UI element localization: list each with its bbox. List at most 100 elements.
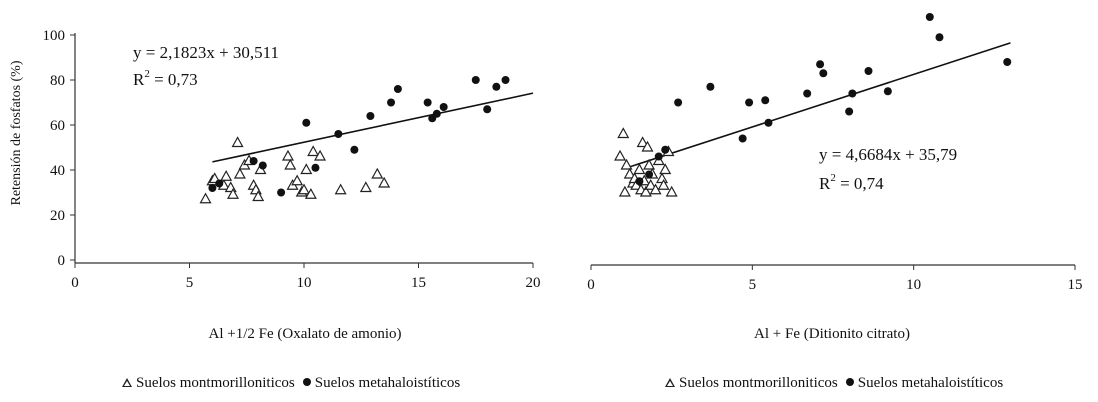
point-metahaloistiticos bbox=[738, 134, 747, 143]
point-metahaloistiticos bbox=[761, 96, 770, 105]
point-montmorilloniticos bbox=[655, 172, 669, 184]
point-metahaloistiticos bbox=[848, 89, 857, 98]
point-metahaloistiticos bbox=[845, 107, 854, 116]
point-metahaloistiticos bbox=[864, 67, 873, 75]
point-metahaloistiticos bbox=[350, 145, 359, 154]
y-tick-label: 20 bbox=[50, 208, 65, 224]
point-metahaloistiticos bbox=[925, 13, 934, 21]
point-metahaloistiticos bbox=[935, 33, 944, 42]
point-montmorilloniticos bbox=[233, 167, 246, 179]
point-metahaloistiticos bbox=[387, 98, 396, 107]
point-montmorilloniticos bbox=[623, 167, 636, 179]
point-metahaloistiticos bbox=[432, 109, 441, 118]
x-tick-label: 10 bbox=[906, 277, 921, 293]
point-montmorilloniticos bbox=[378, 176, 391, 188]
point-montmorilloniticos bbox=[643, 158, 656, 170]
point-metahaloistiticos bbox=[483, 105, 492, 114]
x-tick-label: 5 bbox=[749, 277, 757, 293]
point-metahaloistiticos bbox=[334, 130, 343, 138]
point-montmorilloniticos bbox=[641, 140, 654, 152]
point-montmorilloniticos bbox=[334, 183, 347, 195]
point-montmorilloniticos bbox=[665, 185, 678, 197]
chart-ditionito: 0 5 10 15 bbox=[587, 13, 1083, 293]
point-metahaloistiticos bbox=[393, 85, 402, 93]
point-montmorilloniticos bbox=[617, 127, 630, 139]
point-metahaloistiticos bbox=[803, 89, 812, 98]
equation-ditionito: y = 4,6684x + 35,79 bbox=[819, 145, 957, 164]
r2-label: R bbox=[819, 174, 831, 193]
x-tick-label: 15 bbox=[411, 275, 426, 291]
r2-oxalato: R2 = 0,73 bbox=[133, 68, 198, 89]
point-montmorilloniticos bbox=[304, 188, 317, 199]
point-metahaloistiticos bbox=[258, 161, 267, 170]
legend-ditionito: Suelos montmorilloniticos Suelos metahalo… bbox=[665, 375, 1003, 392]
point-montmorilloniticos bbox=[297, 183, 311, 195]
chart-oxalato: 0 5 10 15 20 0 20 40 60 80 100 bbox=[43, 28, 541, 291]
legend-label-montmorilloniticos: Suelos montmorilloniticos bbox=[136, 375, 295, 391]
r2-sup: 2 bbox=[144, 68, 150, 80]
point-metahaloistiticos bbox=[302, 118, 311, 127]
legend-label-montmorilloniticos: Suelos montmorilloniticos bbox=[679, 375, 838, 391]
y-tick-label: 80 bbox=[50, 73, 65, 89]
legend-label-metahaloistiticos: Suelos metahaloistíticos bbox=[314, 375, 461, 391]
point-montmorilloniticos bbox=[291, 174, 304, 186]
legend-label-metahaloistiticos: Suelos metahaloistíticos bbox=[857, 375, 1004, 391]
point-montmorilloniticos bbox=[359, 181, 372, 193]
trend-line bbox=[626, 42, 1011, 169]
point-montmorilloniticos bbox=[199, 192, 212, 204]
x-tick-label: 10 bbox=[297, 275, 312, 291]
point-montmorilloniticos bbox=[659, 163, 672, 175]
point-montmorilloniticos bbox=[281, 149, 294, 161]
point-montmorilloniticos bbox=[252, 190, 265, 202]
r2-label: R bbox=[133, 70, 145, 89]
point-metahaloistiticos bbox=[311, 163, 320, 172]
r2-ditionito: R2 = 0,74 bbox=[819, 172, 884, 193]
point-montmorilloniticos bbox=[633, 163, 646, 175]
point-montmorilloniticos bbox=[284, 158, 297, 170]
x-tick-label: 15 bbox=[1068, 277, 1083, 293]
point-metahaloistiticos bbox=[883, 87, 892, 96]
point-metahaloistiticos bbox=[816, 60, 825, 69]
legend-dot-icon bbox=[302, 378, 311, 386]
y-tick-label: 0 bbox=[58, 253, 66, 269]
point-metahaloistiticos bbox=[654, 152, 663, 161]
x-tick-label: 5 bbox=[186, 275, 194, 291]
legend-triangle-icon bbox=[665, 378, 675, 387]
point-montmorilloniticos bbox=[636, 136, 649, 148]
point-metahaloistiticos bbox=[764, 118, 773, 127]
point-metahaloistiticos bbox=[674, 98, 683, 107]
point-metahaloistiticos bbox=[661, 145, 670, 154]
y-axis-title: Retensión de fosfatos (%) bbox=[9, 60, 24, 205]
x-axis-title-ditionito: Al + Fe (Ditionito citrato) bbox=[754, 326, 910, 342]
point-montmorilloniticos bbox=[226, 188, 240, 199]
y-tick-label: 60 bbox=[50, 118, 65, 134]
point-metahaloistiticos bbox=[471, 76, 480, 84]
point-metahaloistiticos bbox=[423, 98, 432, 107]
point-metahaloistiticos bbox=[366, 112, 375, 120]
point-metahaloistiticos bbox=[745, 98, 754, 107]
x-tick-label: 0 bbox=[587, 277, 595, 293]
y-tick-label: 100 bbox=[43, 28, 66, 44]
point-metahaloistiticos bbox=[635, 177, 644, 186]
point-metahaloistiticos bbox=[215, 179, 224, 188]
legend-dot-icon bbox=[845, 378, 854, 386]
point-montmorilloniticos bbox=[620, 158, 633, 170]
point-montmorilloniticos bbox=[307, 145, 320, 157]
legend-oxalato: Suelos montmorilloniticos Suelos metahalo… bbox=[122, 375, 460, 392]
point-montmorilloniticos bbox=[639, 185, 652, 197]
point-metahaloistiticos bbox=[819, 69, 828, 78]
point-montmorilloniticos bbox=[314, 149, 327, 161]
point-montmorilloniticos bbox=[371, 167, 384, 179]
point-metahaloistiticos bbox=[208, 184, 217, 192]
point-metahaloistiticos bbox=[249, 157, 258, 165]
y-tick-label: 40 bbox=[50, 163, 65, 179]
point-metahaloistiticos bbox=[492, 82, 501, 91]
x-tick-label: 20 bbox=[526, 275, 541, 291]
r2-sup: 2 bbox=[830, 172, 836, 184]
trend-line bbox=[212, 92, 534, 163]
point-montmorilloniticos bbox=[618, 185, 631, 197]
point-montmorilloniticos bbox=[644, 179, 657, 190]
point-metahaloistiticos bbox=[706, 82, 715, 91]
point-montmorilloniticos bbox=[657, 179, 670, 190]
